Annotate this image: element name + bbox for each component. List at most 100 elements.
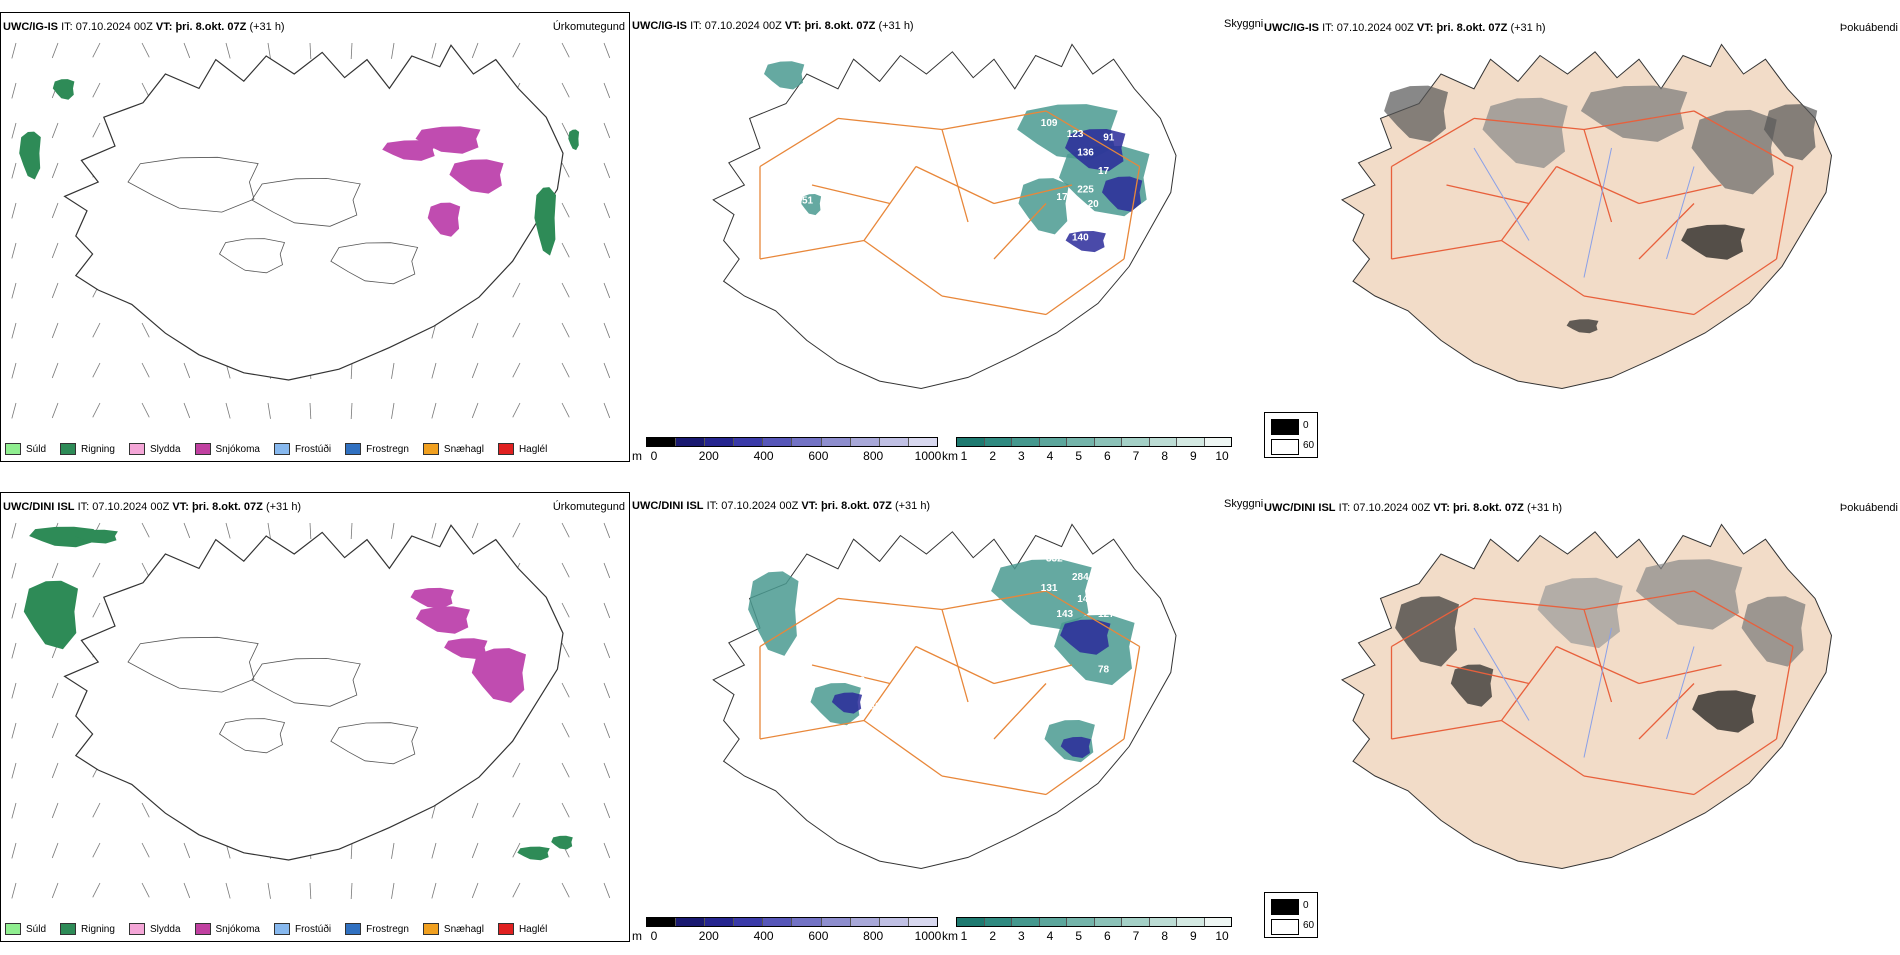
- legend-item: Haglél: [497, 923, 547, 935]
- fog-area: [1763, 104, 1818, 161]
- wind-barb: [11, 202, 17, 219]
- legend-swatch: [497, 443, 514, 455]
- scale-tick: 1000: [914, 449, 942, 463]
- wind-barb: [11, 522, 17, 539]
- road-segment: [759, 117, 839, 168]
- wind-barb: [512, 522, 521, 538]
- snow-area: [449, 159, 504, 194]
- color-bar-step: [1122, 918, 1150, 926]
- precip-map: [11, 522, 611, 899]
- road-segment: [941, 295, 1047, 316]
- wind-barb: [561, 642, 570, 658]
- wind-barb: [603, 802, 611, 819]
- legend-label: Frostregn: [366, 923, 409, 935]
- road-segment: [1638, 184, 1722, 205]
- road-segment: [863, 239, 943, 297]
- visibility-value: 169: [864, 701, 881, 712]
- color-bar-step: [1122, 438, 1150, 446]
- visibility-value: 251: [796, 196, 813, 207]
- wind-barb: [561, 882, 570, 898]
- topo-lines: [127, 156, 419, 285]
- color-bar-step: [1094, 918, 1122, 926]
- wind-barb: [431, 362, 437, 379]
- scale-tick: 800: [863, 449, 884, 463]
- scale-tick: 400: [753, 929, 774, 943]
- visibility-value: 332: [1046, 553, 1063, 564]
- road-segment: [1583, 590, 1695, 611]
- visibility-map: 332 284 131 143 143 127 78 103 169 125 87: [712, 523, 1177, 870]
- wind-barb: [561, 202, 570, 218]
- road-segment: [993, 184, 1073, 205]
- road-segment: [1583, 129, 1613, 223]
- road-segment: [1693, 590, 1794, 648]
- wind-barb: [471, 882, 479, 899]
- wind-barb: [603, 682, 611, 699]
- road-segment: [941, 129, 969, 223]
- legend-label: Frostregn: [366, 443, 409, 455]
- legend-item: Snæhagl: [422, 923, 484, 935]
- legend-swatch: [497, 923, 514, 935]
- road-segment: [1473, 597, 1585, 611]
- wind-barb: [51, 322, 59, 339]
- color-bar-step: [763, 918, 793, 926]
- scale-tick: 1: [960, 929, 968, 943]
- legend-label: Súld: [26, 923, 47, 935]
- scale-tick: 0: [650, 929, 658, 943]
- road-segment: [993, 664, 1073, 685]
- legend-label: Snjókoma: [215, 443, 260, 455]
- legend-label: Frostúði: [294, 443, 332, 455]
- visibility-value: 225: [1077, 184, 1094, 195]
- precip-type-panel: UWC/DINI ISL IT: 07.10.2024 00Z VT: þri.…: [0, 492, 630, 942]
- fog-indicator-panel: UWC/IG-IS IT: 07.10.2024 00Z VT: þri. 8.…: [1264, 12, 1900, 462]
- road-segment: [837, 597, 943, 611]
- visibility-value: 143: [1056, 609, 1073, 620]
- wind-barb: [431, 882, 437, 899]
- color-bar-step: [792, 918, 822, 926]
- scale-tick: 9: [1189, 449, 1197, 463]
- wind-barb: [471, 522, 479, 539]
- road-segment: [1391, 597, 1475, 648]
- legend-item: Slydda: [128, 443, 181, 455]
- rain-area: [52, 79, 75, 100]
- river-line: [1666, 166, 1695, 260]
- road-segment: [837, 117, 943, 131]
- wind-barb: [391, 42, 395, 59]
- fog-area: [1681, 224, 1745, 260]
- wind-barb: [561, 362, 570, 378]
- wind-barb: [51, 562, 59, 579]
- wind-barb: [141, 522, 150, 538]
- wind-barb: [92, 402, 101, 418]
- legend-item: Frostregn: [345, 443, 409, 455]
- precip-map: [11, 42, 611, 419]
- scale-tick: 1000: [914, 929, 942, 943]
- scale-unit: km: [942, 929, 958, 943]
- road-segment: [759, 719, 865, 740]
- road-network: [1390, 110, 1794, 316]
- fog-area: [1395, 596, 1459, 667]
- wind-barb: [350, 362, 353, 379]
- wind-barb: [141, 562, 150, 578]
- fog-area: [1566, 319, 1599, 334]
- color-bar-step: [1067, 438, 1095, 446]
- road-segment: [1391, 239, 1502, 260]
- precip-legend: Súld Rigning Slydda Snjókoma Frostúði Frostre…: [5, 439, 547, 459]
- wind-barb: [561, 122, 570, 138]
- wind-barb: [11, 682, 17, 699]
- road-segment: [1583, 110, 1695, 131]
- wind-barb: [309, 882, 312, 899]
- river-line: [1473, 627, 1530, 721]
- wind-barb: [309, 402, 312, 419]
- visibility-map: 147 109 123 91 136 17 225 175 20 109 251 140: [712, 43, 1177, 390]
- wind-barb: [561, 802, 570, 818]
- low-visibility-area: [1065, 129, 1126, 172]
- road-segment: [1583, 775, 1695, 796]
- legend-swatch: [128, 923, 145, 935]
- road-segment: [1775, 646, 1794, 740]
- wind-barb: [512, 282, 521, 298]
- road-segment: [993, 683, 1047, 740]
- visibility-panel: 332 284 131 143 143 127 78 103 169 125 87 UWC/DINI…: [632, 492, 1263, 943]
- wind-barb: [471, 322, 479, 339]
- color-bar-step: [1067, 918, 1095, 926]
- wind-barb: [92, 42, 101, 58]
- wind-barb: [603, 322, 611, 339]
